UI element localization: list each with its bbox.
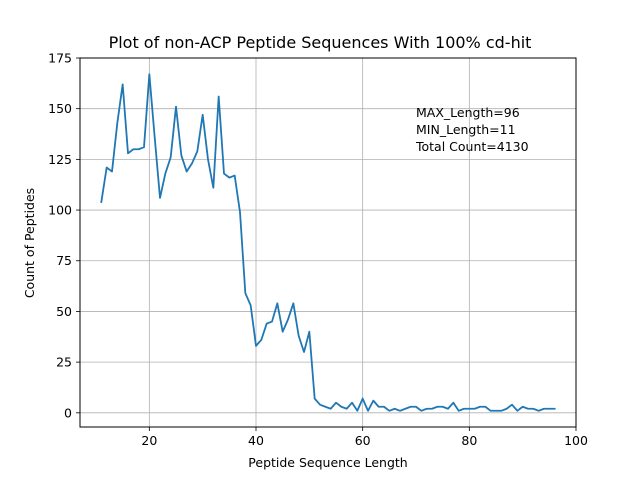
series-group: [100, 73, 556, 412]
x-tick-label: 20: [141, 433, 157, 448]
grid-lines: [80, 57, 577, 427]
annotation-block: MAX_Length=96 MIN_Length=11 Total Count=41…: [415, 105, 529, 154]
x-axis-ticks: 20 40 60 80 100: [141, 427, 588, 448]
chart-title: Plot of non-ACP Peptide Sequences With 1…: [109, 33, 532, 52]
y-tick-label: 175: [48, 51, 72, 66]
x-tick-label: 60: [355, 433, 371, 448]
x-tick-label: 80: [461, 433, 477, 448]
y-axis-label: Count of Peptides: [22, 188, 37, 298]
y-tick-label: 50: [56, 304, 72, 319]
annotation-line: MAX_Length=96: [416, 105, 520, 120]
y-tick-label: 0: [64, 405, 72, 420]
y-tick-label: 150: [48, 101, 72, 116]
y-axis-ticks: 0 25 50 75 100 125 150 175: [48, 51, 80, 420]
x-tick-label: 100: [564, 433, 588, 448]
y-tick-label: 100: [48, 203, 72, 218]
x-tick-label: 40: [248, 433, 264, 448]
y-tick-label: 75: [56, 253, 72, 268]
annotation-line: Total Count=4130: [415, 139, 529, 154]
plot-frame: [79, 57, 577, 428]
data-series-line: [100, 73, 556, 412]
y-tick-label: 25: [56, 355, 72, 370]
y-tick-label: 125: [48, 152, 72, 167]
x-axis-label: Peptide Sequence Length: [248, 455, 407, 470]
annotation-line: MIN_Length=11: [416, 122, 516, 137]
